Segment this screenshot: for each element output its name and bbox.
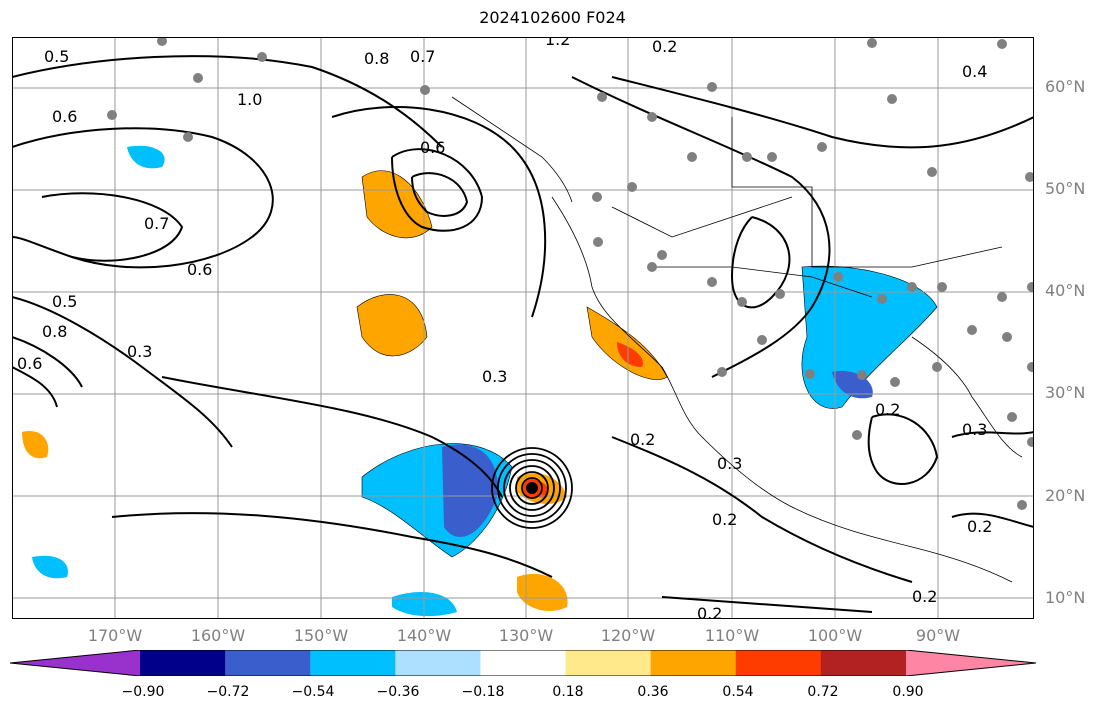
colorbar-tick: −0.90 bbox=[121, 684, 165, 700]
lat-label: 40°N bbox=[1045, 281, 1086, 300]
lat-label: 50°N bbox=[1045, 179, 1086, 198]
contour-label: 0.2 bbox=[912, 587, 937, 606]
station-markers bbox=[107, 37, 1034, 510]
hurricane-contours bbox=[491, 447, 573, 529]
lat-label: 60°N bbox=[1045, 77, 1086, 96]
contour-label: 0.6 bbox=[187, 260, 212, 279]
colorbar-tick: 0.36 bbox=[637, 684, 669, 700]
colorbar-tick: −0.54 bbox=[291, 684, 335, 700]
colorbar-tick: 0.18 bbox=[552, 684, 584, 700]
map-plot: 0.5 0.6 1.0 0.8 0.7 1.2 0.2 0.4 0.6 0.7 … bbox=[12, 37, 1034, 619]
lat-label: 10°N bbox=[1045, 588, 1086, 607]
colorbar-extend-min bbox=[10, 650, 140, 676]
colorbar-segment bbox=[395, 650, 481, 676]
colorbar-segments bbox=[10, 650, 1036, 676]
contour-label: 0.7 bbox=[144, 214, 169, 233]
shade-orange bbox=[22, 431, 49, 459]
contour-label: 0.2 bbox=[697, 604, 722, 619]
contour-label: 0.6 bbox=[420, 138, 445, 157]
colorbar-segment bbox=[650, 650, 737, 676]
map-frame bbox=[12, 37, 1034, 619]
contour-label: 0.7 bbox=[410, 47, 435, 66]
colorbar-tick: −0.18 bbox=[461, 684, 505, 700]
lon-label: 100°W bbox=[807, 626, 863, 645]
lon-label: 160°W bbox=[190, 626, 246, 645]
contour-label: 0.3 bbox=[127, 342, 152, 361]
colorbar-tick: −0.36 bbox=[376, 684, 420, 700]
contour-label: 0.3 bbox=[962, 420, 987, 439]
contour-label: 0.8 bbox=[42, 322, 67, 341]
contour-label: 0.2 bbox=[875, 400, 900, 419]
shade-orange bbox=[356, 294, 428, 357]
colorbar-tick: 0.90 bbox=[892, 684, 924, 700]
contour-label: 0.6 bbox=[17, 354, 42, 373]
colorbar-segment bbox=[225, 650, 311, 676]
colorbar-segment bbox=[310, 650, 396, 676]
contour-label: 0.6 bbox=[52, 107, 77, 126]
contour-label: 0.8 bbox=[364, 49, 389, 68]
colorbar-tick: −0.72 bbox=[206, 684, 250, 700]
contour-label: 0.2 bbox=[967, 517, 992, 536]
colorbar-segment bbox=[820, 650, 907, 676]
contour-label: 0.4 bbox=[962, 62, 987, 81]
lon-label: 130°W bbox=[498, 626, 554, 645]
contour-label: 0.3 bbox=[717, 454, 742, 473]
colorbar bbox=[10, 650, 1036, 676]
shade-red bbox=[617, 342, 643, 367]
lon-label: 150°W bbox=[293, 626, 349, 645]
contour-label: 0.2 bbox=[712, 510, 737, 529]
contour-label: 0.5 bbox=[44, 47, 69, 66]
map-title: 2024102600 F024 bbox=[479, 8, 626, 27]
lon-label: 110°W bbox=[704, 626, 760, 645]
contour-label: 0.2 bbox=[630, 430, 655, 449]
contour-label: 0.5 bbox=[52, 292, 77, 311]
colorbar-tick: 0.72 bbox=[807, 684, 839, 700]
shade-orange bbox=[586, 306, 668, 380]
shade-darkblue bbox=[442, 444, 498, 537]
contour-label: 1.2 bbox=[545, 37, 570, 49]
coastlines bbox=[451, 96, 1023, 583]
colorbar-segment bbox=[565, 650, 652, 676]
lon-label: 90°W bbox=[915, 626, 961, 645]
colorbar-extend-max bbox=[906, 650, 1036, 676]
contour-label: 0.3 bbox=[482, 367, 507, 386]
shade-blue bbox=[32, 555, 68, 579]
lon-label: 120°W bbox=[600, 626, 656, 645]
contour-label: 1.0 bbox=[237, 90, 262, 109]
contour-label-group: 0.5 0.6 1.0 0.8 0.7 1.2 0.2 0.4 0.6 0.7 … bbox=[17, 37, 992, 619]
lat-label: 20°N bbox=[1045, 486, 1086, 505]
lat-label: 30°N bbox=[1045, 383, 1086, 402]
shade-orange bbox=[517, 573, 568, 612]
colorbar-tick: 0.54 bbox=[722, 684, 754, 700]
map-panel: 0.5 0.6 1.0 0.8 0.7 1.2 0.2 0.4 0.6 0.7 … bbox=[12, 37, 1034, 619]
contours bbox=[12, 55, 1034, 613]
colorbar-segment bbox=[735, 650, 822, 676]
shade-blue bbox=[127, 145, 165, 169]
lon-label: 140°W bbox=[396, 626, 452, 645]
lon-label: 170°W bbox=[87, 626, 143, 645]
colorbar-segment bbox=[480, 650, 567, 676]
storm-center bbox=[523, 479, 541, 497]
colorbar-segment bbox=[140, 650, 226, 676]
contour-label: 0.2 bbox=[652, 37, 677, 56]
